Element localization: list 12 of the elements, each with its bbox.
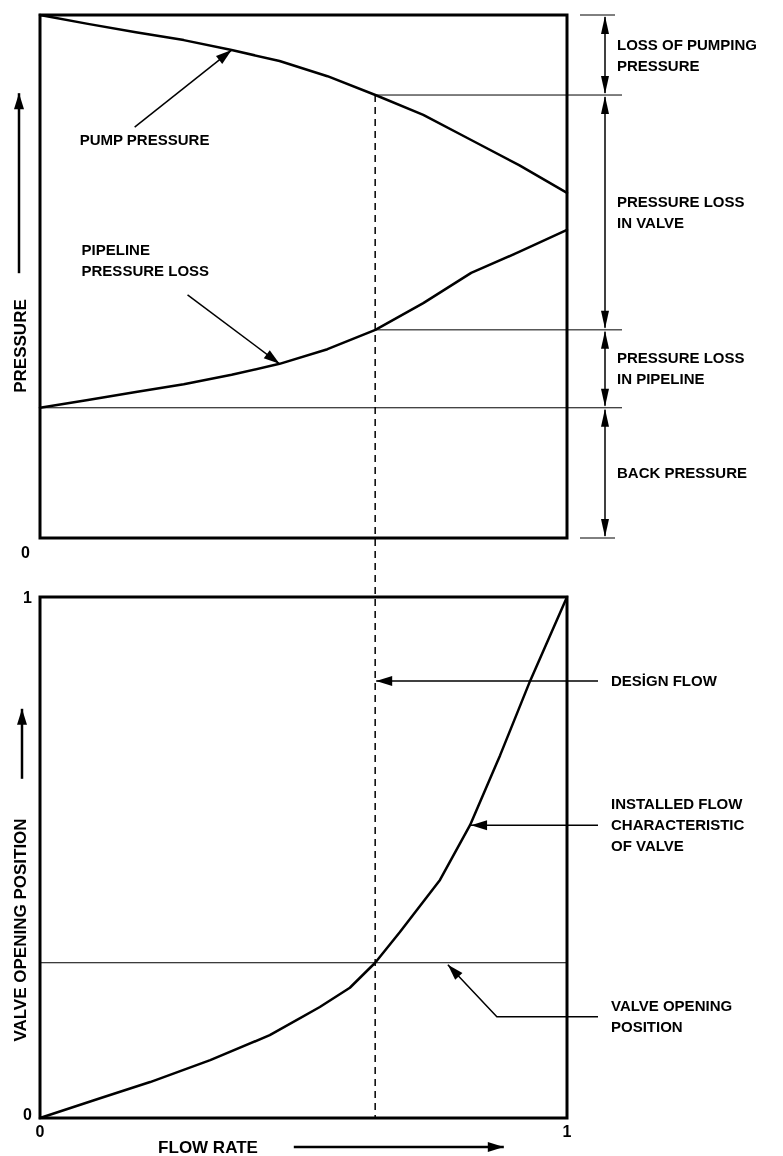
annotation: DESİGN FLOW <box>611 671 718 689</box>
annotation: VALVE OPENING POSITION <box>611 996 733 1035</box>
x-axis-title: FLOW RATE <box>158 1138 258 1156</box>
text: PRESSURE LOSS IN VALVE <box>617 192 745 231</box>
y-axis-title: VALVE OPENING POSITION <box>11 818 30 1042</box>
annotation: PUMP PRESSURE <box>79 131 210 149</box>
text: PRESSURE LOSS IN PIPELINE <box>617 349 745 388</box>
annotation: INSTALLED FLOW CHARACTERISTIC OF VALVE <box>611 795 745 855</box>
text: LOSS OF PUMPING PRESSURE <box>617 35 758 74</box>
annotation: PIPELINE PRESSURE LOSS <box>81 240 210 279</box>
text: BACK PRESSURE <box>617 463 748 481</box>
y-axis-title: PRESSURE <box>11 299 30 393</box>
